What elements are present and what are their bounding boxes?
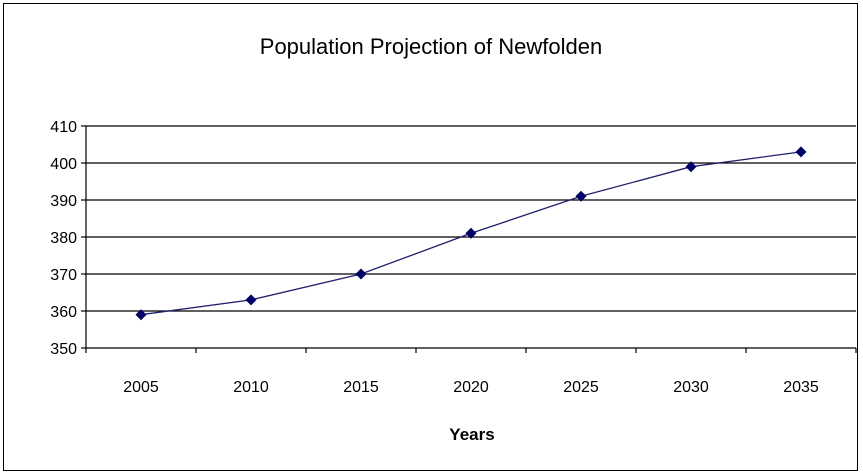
y-tick-label: 400 <box>50 156 77 173</box>
data-point <box>465 227 477 239</box>
x-tick-label: 2030 <box>673 379 709 396</box>
x-axis-ticks: 2005 2010 2015 2020 2025 2030 2035 <box>85 348 857 396</box>
data-point <box>355 268 367 280</box>
y-tick-label: 390 <box>50 193 77 210</box>
x-tick-label: 2015 <box>343 379 379 396</box>
data-point <box>795 146 807 158</box>
y-axis-ticks: 350 360 370 380 390 400 410 <box>50 119 86 358</box>
x-axis-label: Years <box>449 425 494 444</box>
x-tick-label: 2010 <box>233 379 269 396</box>
series <box>135 146 807 321</box>
data-point <box>135 309 147 321</box>
gridlines <box>86 125 856 312</box>
x-tick-label: 2005 <box>123 379 159 396</box>
y-tick-label: 410 <box>50 119 77 136</box>
x-tick-label: 2025 <box>563 379 599 396</box>
data-point <box>685 161 697 173</box>
y-tick-label: 360 <box>50 304 77 321</box>
chart-title: Population Projection of Newfolden <box>260 34 602 59</box>
y-tick-label: 380 <box>50 230 77 247</box>
data-point <box>245 294 257 306</box>
y-tick-label: 350 <box>50 341 77 358</box>
data-point <box>575 190 587 202</box>
y-tick-label: 370 <box>50 267 77 284</box>
x-tick-label: 2020 <box>453 379 489 396</box>
x-tick-label: 2035 <box>783 379 819 396</box>
